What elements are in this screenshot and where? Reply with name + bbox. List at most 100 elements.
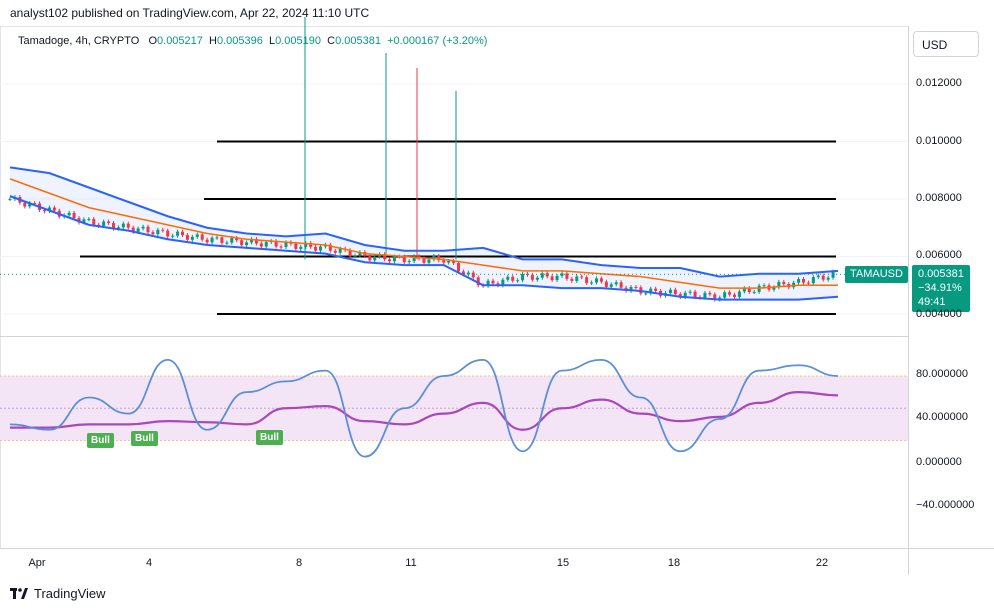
osc-tick: 40.000000 bbox=[916, 411, 968, 423]
candle-body bbox=[245, 242, 249, 246]
candle-body bbox=[797, 279, 801, 283]
candle-body bbox=[279, 246, 283, 248]
candle-body bbox=[590, 282, 594, 284]
candle-body bbox=[457, 263, 460, 272]
bull-signal-label: Bull bbox=[87, 433, 114, 448]
candle-body bbox=[501, 279, 505, 286]
price-tick: 0.012000 bbox=[916, 77, 962, 89]
candle-body bbox=[511, 276, 515, 281]
time-tick: 15 bbox=[556, 557, 570, 569]
candle-body bbox=[116, 227, 120, 229]
candle-body bbox=[831, 271, 835, 278]
candle-body bbox=[333, 250, 337, 253]
candle-body bbox=[264, 242, 268, 247]
candle-body bbox=[422, 258, 426, 263]
candle-body bbox=[550, 276, 554, 281]
candle-body bbox=[126, 223, 130, 228]
candle-body bbox=[486, 280, 490, 286]
candle-body bbox=[452, 260, 456, 264]
candle-body bbox=[555, 275, 559, 281]
bollinger-lower-line bbox=[9, 195, 839, 301]
candle-body bbox=[806, 282, 810, 284]
candle-body bbox=[811, 277, 815, 284]
candle-body bbox=[649, 288, 653, 294]
candle-body bbox=[530, 274, 534, 280]
candle-body bbox=[545, 273, 549, 277]
candle-body bbox=[673, 289, 677, 295]
price-tick: 0.006000 bbox=[916, 249, 962, 261]
candle-body bbox=[826, 277, 830, 280]
candle-body bbox=[703, 292, 707, 298]
candle-body bbox=[526, 273, 529, 275]
candle-body bbox=[373, 256, 377, 261]
currency-button[interactable]: USD bbox=[913, 31, 979, 57]
candle-body bbox=[87, 218, 91, 220]
osc-tick: −40.000000 bbox=[916, 499, 975, 511]
candle-body bbox=[688, 291, 692, 293]
candle-body bbox=[200, 234, 204, 240]
candle-body bbox=[205, 239, 209, 243]
candle-body bbox=[146, 226, 150, 233]
legend-open: 0.005217 bbox=[157, 35, 203, 47]
bollinger-basis-line bbox=[9, 178, 838, 289]
candle-body bbox=[516, 280, 520, 282]
candle-body bbox=[151, 232, 155, 235]
price-tick: 0.008000 bbox=[916, 192, 962, 204]
candle-body bbox=[72, 212, 76, 219]
candle-body bbox=[772, 287, 776, 290]
candle-body bbox=[235, 237, 239, 241]
candle-body bbox=[348, 250, 352, 257]
candle-body bbox=[535, 277, 539, 280]
candle-body bbox=[388, 259, 391, 262]
candle-body bbox=[141, 226, 145, 229]
candle-body bbox=[156, 229, 160, 235]
candle-body bbox=[747, 288, 751, 293]
candle-body bbox=[299, 246, 303, 249]
legend-low: 0.005190 bbox=[275, 35, 322, 47]
bar-countdown: 49:41 bbox=[918, 296, 946, 308]
legend-title: Tamadoge, 4h, CRYPTO bbox=[18, 35, 140, 47]
bollinger-upper-line bbox=[9, 166, 839, 278]
candle-body bbox=[737, 291, 741, 297]
symbol-price-tag: TAMAUSD bbox=[845, 266, 908, 283]
tradingview-logo-icon bbox=[10, 587, 28, 599]
candle-body bbox=[171, 235, 175, 237]
candle-body bbox=[752, 291, 756, 293]
candle-body bbox=[442, 260, 446, 263]
candle-body bbox=[314, 246, 318, 251]
candle-body bbox=[107, 221, 111, 224]
candle-body bbox=[742, 288, 746, 292]
candle-body bbox=[8, 199, 12, 200]
osc-tick: 80.000000 bbox=[916, 368, 968, 380]
candle-body bbox=[654, 288, 658, 291]
candle-body bbox=[121, 223, 125, 228]
candle-body bbox=[447, 260, 451, 263]
candle-body bbox=[353, 255, 357, 257]
candle-body bbox=[821, 275, 825, 280]
candle-body bbox=[225, 242, 229, 244]
candle-body bbox=[644, 293, 648, 295]
candle-body bbox=[338, 248, 342, 253]
candle-body bbox=[328, 244, 332, 251]
candle-body bbox=[595, 278, 598, 283]
candle-body bbox=[161, 229, 165, 231]
candle-body bbox=[816, 275, 820, 278]
time-tick: Apr bbox=[28, 557, 46, 569]
candle-body bbox=[166, 230, 170, 237]
time-tick: 11 bbox=[405, 557, 417, 569]
bull-signal-label: Bull bbox=[131, 431, 158, 446]
candle-body bbox=[733, 294, 736, 297]
candle-body bbox=[570, 278, 574, 281]
candle-body bbox=[309, 243, 313, 247]
candle-body bbox=[284, 242, 288, 247]
osc-tick: 0.000000 bbox=[916, 456, 962, 468]
time-tick: 4 bbox=[145, 557, 153, 569]
candle-body bbox=[136, 228, 140, 232]
last-price: 0.005381 bbox=[918, 268, 964, 280]
candle-body bbox=[397, 256, 401, 258]
candle-body bbox=[713, 294, 717, 300]
candle-body bbox=[319, 246, 322, 251]
candle-body bbox=[190, 236, 194, 240]
candle-body bbox=[609, 284, 613, 287]
